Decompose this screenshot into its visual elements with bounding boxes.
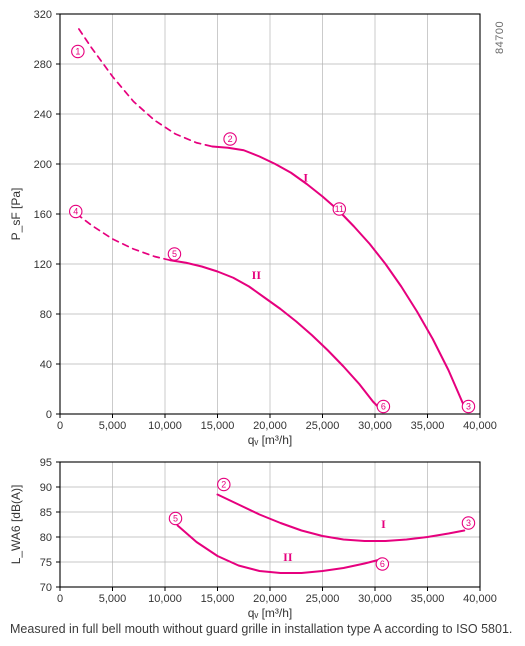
- svg-text:20,000: 20,000: [253, 593, 287, 605]
- svg-text:30,000: 30,000: [358, 420, 392, 432]
- svg-text:80: 80: [40, 309, 52, 321]
- svg-text:5: 5: [172, 249, 177, 259]
- svg-text:4: 4: [73, 207, 78, 217]
- charts-svg: 05,00010,00015,00020,00025,00030,00035,0…: [0, 0, 525, 620]
- svg-text:240: 240: [34, 109, 52, 121]
- svg-text:10,000: 10,000: [148, 420, 182, 432]
- svg-text:0: 0: [46, 409, 52, 421]
- svg-text:280: 280: [34, 59, 52, 71]
- svg-text:3: 3: [466, 402, 471, 412]
- side-code: 84700: [494, 21, 506, 54]
- svg-text:35,000: 35,000: [411, 420, 445, 432]
- svg-text:5,000: 5,000: [99, 593, 127, 605]
- svg-text:35,000: 35,000: [411, 593, 445, 605]
- svg-text:75: 75: [40, 557, 52, 569]
- svg-text:5,000: 5,000: [99, 420, 127, 432]
- svg-text:2: 2: [221, 480, 226, 490]
- svg-text:80: 80: [40, 532, 52, 544]
- svg-text:90: 90: [40, 482, 52, 494]
- svg-text:11: 11: [335, 204, 344, 214]
- svg-text:160: 160: [34, 209, 52, 221]
- svg-text:P_sF [Pa]: P_sF [Pa]: [9, 188, 23, 241]
- svg-text:0: 0: [57, 593, 63, 605]
- svg-text:40: 40: [40, 359, 52, 371]
- svg-text:1: 1: [75, 47, 80, 57]
- svg-text:10,000: 10,000: [148, 593, 182, 605]
- svg-text:20,000: 20,000: [253, 420, 287, 432]
- svg-text:I: I: [303, 171, 308, 185]
- svg-text:qᵥ [m³/h]: qᵥ [m³/h]: [248, 433, 293, 447]
- svg-text:qᵥ [m³/h]: qᵥ [m³/h]: [248, 606, 293, 620]
- svg-text:0: 0: [57, 420, 63, 432]
- svg-text:120: 120: [34, 259, 52, 271]
- svg-text:320: 320: [34, 9, 52, 21]
- svg-text:30,000: 30,000: [358, 593, 392, 605]
- svg-text:3: 3: [466, 518, 471, 528]
- svg-text:70: 70: [40, 582, 52, 594]
- caption: Measured in full bell mouth without guar…: [10, 622, 515, 636]
- svg-text:95: 95: [40, 457, 52, 469]
- svg-text:85: 85: [40, 507, 52, 519]
- svg-text:6: 6: [380, 559, 385, 569]
- svg-text:II: II: [252, 268, 262, 282]
- svg-text:L_WA6 [dB(A)]: L_WA6 [dB(A)]: [9, 485, 23, 565]
- svg-text:15,000: 15,000: [201, 593, 235, 605]
- svg-text:25,000: 25,000: [306, 593, 340, 605]
- svg-text:15,000: 15,000: [201, 420, 235, 432]
- svg-text:2: 2: [228, 134, 233, 144]
- svg-text:I: I: [381, 517, 386, 531]
- svg-text:40,000: 40,000: [463, 593, 497, 605]
- svg-text:5: 5: [173, 514, 178, 524]
- svg-text:II: II: [283, 550, 293, 564]
- svg-text:25,000: 25,000: [306, 420, 340, 432]
- figure-page: 05,00010,00015,00020,00025,00030,00035,0…: [0, 0, 525, 646]
- svg-text:40,000: 40,000: [463, 420, 497, 432]
- svg-text:6: 6: [381, 402, 386, 412]
- svg-text:200: 200: [34, 159, 52, 171]
